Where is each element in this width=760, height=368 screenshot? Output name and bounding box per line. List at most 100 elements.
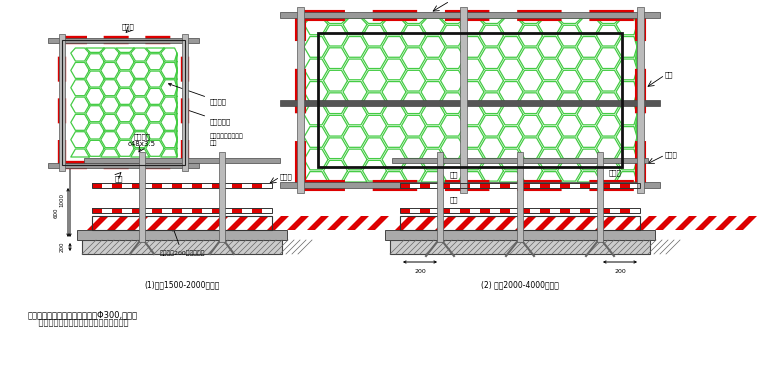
Polygon shape <box>655 216 677 230</box>
Polygon shape <box>635 216 657 230</box>
Bar <box>318 33 622 167</box>
Bar <box>400 208 640 212</box>
Polygon shape <box>405 216 427 230</box>
Bar <box>219 152 225 242</box>
Bar <box>280 182 660 188</box>
Bar <box>540 183 550 188</box>
Bar <box>437 152 443 242</box>
Polygon shape <box>665 216 687 230</box>
Polygon shape <box>347 216 369 230</box>
Bar <box>590 208 600 212</box>
Bar <box>262 208 272 212</box>
Polygon shape <box>545 216 567 230</box>
Bar <box>172 208 182 212</box>
Bar <box>222 208 232 212</box>
Polygon shape <box>337 216 359 230</box>
Bar <box>600 183 610 188</box>
Polygon shape <box>187 216 209 230</box>
Polygon shape <box>675 216 697 230</box>
Bar <box>480 183 490 188</box>
Bar <box>59 34 65 171</box>
Polygon shape <box>267 216 289 230</box>
Text: 注：所有栏杆刷红白漆相间均为Φ300,栏杆的: 注：所有栏杆刷红白漆相间均为Φ300,栏杆的 <box>28 310 138 319</box>
Text: 应循模板孔处钉地板: 应循模板孔处钉地板 <box>210 133 244 139</box>
Bar <box>132 183 142 188</box>
Text: 脚部板宽200，红白相间: 脚部板宽200，红白相间 <box>160 229 204 256</box>
Text: 防护栏杆: 防护栏杆 <box>134 133 150 140</box>
Polygon shape <box>415 216 437 230</box>
Polygon shape <box>97 216 119 230</box>
Bar <box>630 183 640 188</box>
Bar <box>410 208 420 212</box>
Polygon shape <box>395 216 417 230</box>
Text: 立面除用踢脚板外也可以用密目网围挡。: 立面除用踢脚板外也可以用密目网围挡。 <box>28 318 128 327</box>
Polygon shape <box>425 216 447 230</box>
Bar <box>540 208 550 212</box>
Bar <box>62 40 185 165</box>
Bar <box>520 208 530 212</box>
Bar <box>430 208 440 212</box>
Bar <box>202 208 212 212</box>
Bar <box>520 183 530 188</box>
Bar <box>570 183 580 188</box>
Bar <box>460 183 470 188</box>
Polygon shape <box>177 216 199 230</box>
Polygon shape <box>107 216 129 230</box>
Bar <box>77 230 287 240</box>
Bar <box>252 208 262 212</box>
Bar <box>550 208 560 212</box>
Polygon shape <box>525 216 547 230</box>
Bar <box>400 208 410 212</box>
Polygon shape <box>685 216 707 230</box>
Bar <box>122 208 132 212</box>
Bar <box>280 12 660 18</box>
Text: 200: 200 <box>59 242 65 252</box>
Polygon shape <box>435 216 457 230</box>
Bar <box>470 208 480 212</box>
Bar <box>296 7 303 193</box>
Text: 栏杆柱: 栏杆柱 <box>665 152 678 158</box>
Bar <box>280 100 660 106</box>
Polygon shape <box>575 216 597 230</box>
Bar <box>450 183 460 188</box>
Bar <box>232 183 242 188</box>
Polygon shape <box>465 216 487 230</box>
Bar <box>202 183 212 188</box>
Bar <box>192 208 202 212</box>
Bar <box>92 183 102 188</box>
Polygon shape <box>705 216 727 230</box>
Bar <box>500 183 510 188</box>
Bar <box>232 208 242 212</box>
Bar <box>610 208 620 212</box>
Polygon shape <box>615 216 637 230</box>
Polygon shape <box>495 216 517 230</box>
Polygon shape <box>595 216 617 230</box>
Polygon shape <box>297 216 319 230</box>
Bar <box>450 208 460 212</box>
Bar <box>550 183 560 188</box>
Polygon shape <box>535 216 557 230</box>
Polygon shape <box>117 216 139 230</box>
Bar <box>262 183 272 188</box>
Polygon shape <box>645 216 667 230</box>
Bar <box>82 240 282 254</box>
Bar <box>530 183 540 188</box>
Bar <box>530 208 540 212</box>
Bar <box>510 208 520 212</box>
Bar <box>122 183 132 188</box>
Text: 600: 600 <box>53 207 59 218</box>
Polygon shape <box>605 216 627 230</box>
Bar <box>92 183 272 188</box>
Polygon shape <box>287 216 309 230</box>
Bar <box>152 183 162 188</box>
Bar <box>92 208 102 212</box>
Polygon shape <box>147 216 169 230</box>
Text: 1000: 1000 <box>59 193 65 207</box>
Text: c48x3.5: c48x3.5 <box>128 141 156 147</box>
Bar <box>620 183 630 188</box>
Polygon shape <box>257 216 279 230</box>
Bar <box>142 208 152 212</box>
Bar <box>400 216 640 230</box>
Text: 横杆: 横杆 <box>665 72 673 78</box>
Bar <box>112 208 122 212</box>
